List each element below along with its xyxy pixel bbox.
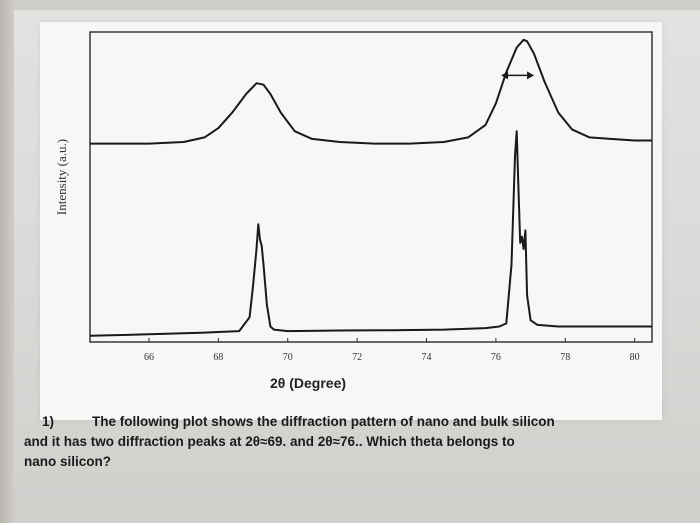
x-tick-label-74: 74: [422, 352, 432, 363]
series-curve-1: [90, 38, 652, 145]
series-curve-2: [89, 130, 652, 337]
question-line-1: The following plot shows the diffraction…: [92, 414, 555, 429]
question-line-2: and it has two diffraction peaks at 2θ≈6…: [24, 434, 515, 449]
y-axis-title: Intensity (a.u.): [54, 139, 69, 215]
x-tick-label-78: 78: [560, 352, 570, 363]
x-tick-label-66: 66: [144, 352, 154, 363]
arrow-head-left: [501, 71, 509, 80]
x-axis-title: 2θ (Degree): [270, 375, 347, 391]
question-number: 1): [42, 414, 55, 429]
plot-frame: [89, 31, 653, 343]
x-tick-label-80: 80: [630, 352, 640, 363]
background-edge: [0, 0, 16, 523]
arrow-head-right: [527, 71, 535, 80]
figure-card: 66 68 70 72 74 76 78 80 Intensity (a.u.): [40, 22, 662, 420]
diffraction-chart: 66 68 70 72 74 76 78 80 Intensity (a.u.): [54, 31, 653, 363]
question-line-3: nano silicon?: [24, 454, 112, 469]
x-tick-label-72: 72: [352, 352, 362, 363]
x-tick-label-76: 76: [491, 352, 501, 363]
x-tick-label-68: 68: [213, 352, 223, 363]
x-tick-label-70: 70: [283, 352, 293, 363]
